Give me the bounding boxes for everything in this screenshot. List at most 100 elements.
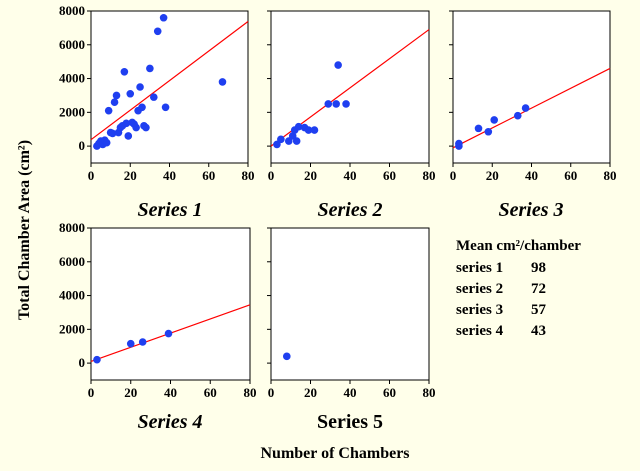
y-tick-label: 8000 xyxy=(59,220,85,235)
x-tick-label: 0 xyxy=(268,168,275,183)
legend-value: 72 xyxy=(531,281,546,297)
y-tick-label: 6000 xyxy=(59,37,85,52)
legend-value: 43 xyxy=(531,323,546,339)
plot-area xyxy=(452,10,611,164)
panel-4: 0 20 40 60 80 0 2000 4000 6000 8000 Series 4 xyxy=(59,220,257,433)
data-point xyxy=(304,126,313,134)
data-point xyxy=(334,61,342,69)
plot-area xyxy=(90,10,249,164)
x-tick-label: 20 xyxy=(304,168,317,183)
data-point xyxy=(292,137,301,145)
x-tick-label: 60 xyxy=(204,385,217,400)
trend-line xyxy=(452,67,611,149)
x-tick-label: 60 xyxy=(202,168,215,183)
y-tick-label: 0 xyxy=(79,355,86,370)
y-tick-label: 4000 xyxy=(59,71,85,86)
data-point xyxy=(153,27,162,36)
data-point xyxy=(108,129,117,138)
data-point xyxy=(332,100,340,108)
data-point xyxy=(132,123,140,132)
y-tick-label: 6000 xyxy=(59,254,85,269)
y-tick-label: 2000 xyxy=(59,104,85,119)
legend-value: 98 xyxy=(531,260,546,276)
x-tick-label: 0 xyxy=(88,168,95,183)
legend-series: series 2 xyxy=(456,281,503,297)
data-point xyxy=(484,127,493,136)
y-tick-label: 4000 xyxy=(59,288,85,303)
x-tick-label: 0 xyxy=(268,385,275,400)
panel-5: 0 20 40 60 80 Series 5 xyxy=(267,227,436,433)
legend-series: series 1 xyxy=(456,260,503,276)
trend-line xyxy=(90,20,249,141)
data-point xyxy=(277,135,285,144)
panel-title: Series 1 xyxy=(138,199,203,221)
data-point xyxy=(150,93,158,101)
data-point xyxy=(164,329,173,338)
data-point xyxy=(294,122,303,131)
panel-title: Series 3 xyxy=(499,199,564,221)
plot-area xyxy=(270,227,430,381)
legend-series: series 3 xyxy=(456,302,503,318)
data-point xyxy=(138,338,147,346)
data-point xyxy=(342,100,350,108)
data-point xyxy=(146,64,154,73)
panel-1: 0 20 40 60 80 0 2000 4000 6000 8000 Series 1 xyxy=(59,3,255,221)
x-tick-label: 20 xyxy=(304,385,317,400)
panel-2: 0 20 40 60 80 Series 2 xyxy=(267,10,436,221)
x-tick-label: 0 xyxy=(450,168,457,183)
x-tick-label: 40 xyxy=(525,168,538,183)
plot-area xyxy=(90,227,251,381)
data-point xyxy=(93,355,101,364)
x-tick-label: 60 xyxy=(383,168,396,183)
data-point xyxy=(112,91,121,100)
x-tick-label: 80 xyxy=(242,168,255,183)
data-point xyxy=(455,139,463,148)
panel-title: Series 2 xyxy=(318,199,383,221)
data-point xyxy=(474,124,483,133)
x-tick-label: 80 xyxy=(423,385,436,400)
legend-value: 57 xyxy=(531,302,547,318)
data-point xyxy=(138,103,146,112)
data-point xyxy=(136,83,144,91)
panel-title: Series 5 xyxy=(317,411,383,433)
legend-title: Mean cm²/chamber xyxy=(456,238,581,254)
y-axis-label: Total Chamber Area (cm²) xyxy=(16,140,33,320)
x-tick-label: 80 xyxy=(604,168,617,183)
data-point xyxy=(122,119,131,128)
x-tick-label: 60 xyxy=(383,385,396,400)
x-tick-label: 40 xyxy=(344,168,357,183)
data-point xyxy=(283,352,291,361)
data-point xyxy=(521,104,530,112)
x-tick-label: 40 xyxy=(164,385,177,400)
x-tick-label: 20 xyxy=(124,168,137,183)
data-point xyxy=(159,13,168,22)
y-tick-label: 8000 xyxy=(59,3,85,18)
data-point xyxy=(110,98,119,106)
x-tick-label: 40 xyxy=(344,385,357,400)
data-point xyxy=(310,126,319,134)
data-point xyxy=(120,68,129,76)
legend: Mean cm²/chamber series 1 98 series 2 72 ser… xyxy=(456,238,581,339)
panel-title: Series 4 xyxy=(138,411,203,433)
data-point xyxy=(102,138,111,147)
legend-series: series 4 xyxy=(456,323,504,339)
x-tick-label: 0 xyxy=(88,385,95,400)
data-point xyxy=(161,103,170,112)
panel-3: 0 20 40 60 80 Series 3 xyxy=(449,10,617,221)
x-tick-label: 20 xyxy=(486,168,499,183)
x-tick-label: 80 xyxy=(423,168,436,183)
x-tick-label: 20 xyxy=(124,385,137,400)
data-point xyxy=(218,78,227,86)
data-point xyxy=(126,339,135,348)
data-point xyxy=(126,89,135,98)
data-point xyxy=(142,123,150,132)
data-point xyxy=(513,111,522,120)
y-tick-label: 2000 xyxy=(59,321,85,336)
data-point xyxy=(104,106,113,115)
data-point xyxy=(324,100,333,108)
data-point xyxy=(124,132,133,140)
x-tick-label: 60 xyxy=(564,168,577,183)
y-tick-label: 0 xyxy=(79,138,86,153)
